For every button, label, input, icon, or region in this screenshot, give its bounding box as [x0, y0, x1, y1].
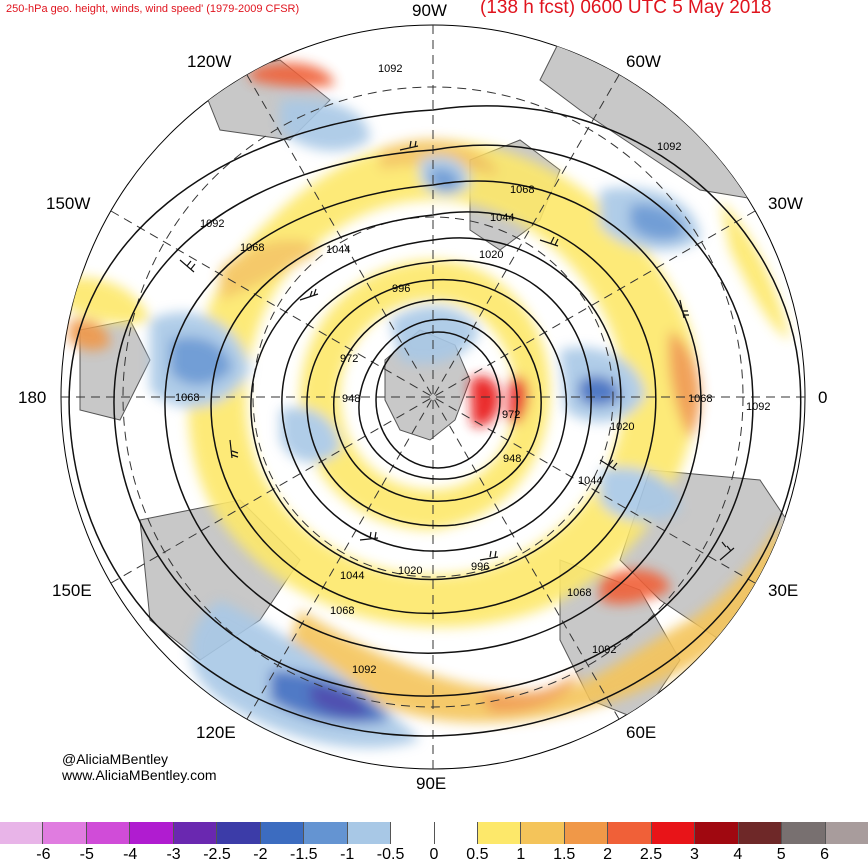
colorbar-swatch [347, 822, 392, 844]
colorbar-swatch [651, 822, 696, 844]
contour-label: 948 [503, 453, 521, 465]
colorbar-tick-label: -3 [166, 846, 181, 863]
contour-label: 1092 [200, 218, 224, 230]
colorbar-tick-label: 6 [820, 846, 830, 863]
lon-label-top: 90W [412, 1, 447, 20]
colorbar-swatch [434, 822, 478, 844]
lon-label-60w: 60W [626, 52, 661, 71]
graticule [61, 25, 805, 769]
lon-label-120w: 120W [187, 52, 232, 71]
colorbar-tick-label: 0.5 [466, 846, 489, 863]
colorbar-swatch [391, 822, 435, 844]
contour-label: 1044 [578, 475, 602, 487]
contour-label: 1044 [490, 212, 514, 224]
colorbar-swatch [260, 822, 305, 844]
colorbar-swatch [43, 822, 87, 844]
lon-label-150w: 150W [46, 194, 91, 213]
wind-anomaly-shading [61, 62, 790, 748]
title-left: 250-hPa geo. height, winds, wind speed' … [6, 3, 300, 15]
colorbar-tick-label: 2 [603, 846, 613, 863]
contour-label: 1068 [510, 184, 534, 196]
lon-label-left: 180 [18, 388, 47, 407]
contour-label: 972 [340, 353, 358, 365]
colorbar-swatch [782, 822, 826, 844]
colorbar-ticks: -6 -5 -4 -3 -2.5 -2 -1.5 -1 -0.5 0 0.5 1 1.5 2 2.5 3 4 5 6 [0, 846, 868, 865]
contour-label: 972 [502, 409, 520, 421]
contour-label: 1092 [352, 664, 376, 676]
colorbar-tick-label: -0.5 [376, 846, 405, 863]
wind-barbs [179, 140, 735, 561]
contour-label: 1020 [398, 565, 422, 577]
colorbar-swatch [521, 822, 565, 844]
colorbar-swatch [304, 822, 348, 844]
contour-label: 1044 [326, 244, 350, 256]
lon-label-bottom: 90E [416, 774, 447, 793]
contour-labels: 1092 1092 1068 1044 1020 996 972 948 972… [175, 63, 770, 676]
colorbar-swatch [217, 822, 261, 844]
contour-label: 1020 [479, 249, 503, 261]
colorbar-tick-label: 4 [733, 846, 743, 863]
contour-label: 996 [471, 561, 489, 573]
colorbar-swatch [173, 822, 218, 844]
colorbar-tick-label: -2 [253, 846, 268, 863]
colorbar-tick-label: -1.5 [290, 846, 318, 863]
colorbar-tick-label: 1.5 [553, 846, 576, 863]
colorbar-tick-label: 2.5 [639, 846, 663, 863]
colorbar [0, 822, 868, 844]
lon-label-120e: 120E [196, 723, 236, 742]
lon-label-right: 0 [818, 388, 828, 407]
colorbar-tick-label: -2.5 [203, 846, 231, 863]
credit-handle: @AliciaMBentley [62, 751, 169, 767]
contour-label: 1068 [688, 393, 712, 405]
polar-map: 1092 1092 1068 1044 1020 996 972 948 972… [60, 24, 806, 770]
contour-label: 1020 [610, 421, 634, 433]
colorbar-tick-label: -4 [123, 846, 138, 863]
colorbar-swatch [564, 822, 609, 844]
colorbar-swatch [86, 822, 131, 844]
contour-label: 948 [342, 393, 360, 405]
contour-label: 1044 [340, 570, 364, 582]
contour-label: 1068 [567, 587, 591, 599]
lon-label-60e: 60E [626, 723, 657, 742]
contour-label: 1092 [657, 141, 681, 153]
height-contours [68, 105, 802, 737]
lon-label-30e: 30E [768, 581, 799, 600]
credit-website: www.AliciaMBentley.com [62, 767, 217, 783]
lon-label-150e: 150E [52, 581, 92, 600]
title-right: (138 h fcst) 0600 UTC 5 May 2018 [480, 0, 772, 18]
colorbar-swatch [0, 822, 44, 844]
colorbar-tick-label: 1 [516, 846, 526, 863]
contour-label: 1068 [240, 242, 264, 254]
contour-label: 1068 [330, 605, 354, 617]
colorbar-tick-label: -1 [340, 846, 355, 863]
colorbar-swatch [608, 822, 652, 844]
lon-label-30w: 30W [768, 194, 803, 213]
colorbar-tick-label: 3 [689, 846, 699, 863]
contour-label: 1092 [378, 63, 402, 75]
colorbar-swatch [130, 822, 174, 844]
colorbar-swatch [738, 822, 783, 844]
colorbar-swatch [825, 822, 868, 844]
colorbar-tick-label: 5 [776, 846, 786, 863]
colorbar-tick-label: -5 [79, 846, 94, 863]
contour-label: 1092 [592, 644, 616, 656]
colorbar-tick-label: -6 [36, 846, 51, 863]
contour-label: 996 [392, 283, 410, 295]
contour-label: 1068 [175, 392, 199, 404]
colorbar-swatch [477, 822, 522, 844]
colorbar-swatch [695, 822, 739, 844]
contour-label: 1092 [746, 401, 770, 413]
colorbar-tick-label: 0 [429, 846, 439, 863]
